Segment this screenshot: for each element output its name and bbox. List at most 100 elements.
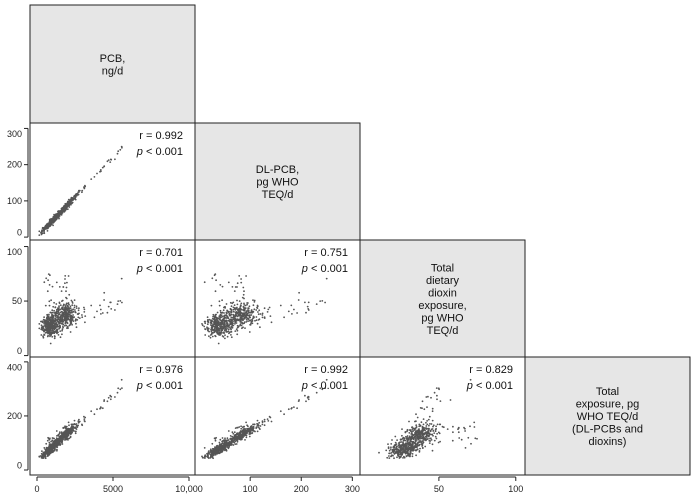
data-point [227,430,230,432]
data-point [52,316,55,319]
data-point [429,430,432,433]
correlation-p: p < 0.001 [301,263,348,275]
p-symbol: p [136,380,143,392]
data-point [44,448,47,451]
data-point [48,333,51,335]
data-point [84,321,86,324]
data-point [397,454,399,457]
data-point [75,318,77,321]
data-point [70,299,73,302]
data-point [46,315,49,317]
data-point [406,442,409,445]
data-point [216,311,219,314]
data-point [66,208,69,211]
data-point [418,432,420,434]
data-point [62,303,65,306]
data-point [293,406,295,408]
y-tick-label: 0 [17,346,22,356]
data-point [433,391,436,394]
data-point [49,274,51,277]
data-point [203,447,206,449]
data-point [256,430,259,433]
data-point [59,439,61,442]
data-point [392,446,395,449]
data-point [410,430,412,433]
data-point [58,305,60,308]
data-point [206,319,209,321]
data-point [315,391,318,394]
data-point [64,438,67,441]
data-point [42,229,45,232]
data-point [457,431,460,434]
data-point [206,326,208,329]
data-point [240,302,243,305]
correlation-p: p < 0.001 [136,263,183,275]
data-point [253,299,256,302]
data-point [270,321,273,324]
data-point [399,450,402,452]
data-point [223,320,226,323]
data-point [307,398,310,401]
data-point [64,314,66,317]
data-point [428,442,431,444]
data-point [421,446,424,449]
data-point [51,329,54,332]
data-point [429,437,431,440]
data-point [38,323,41,325]
data-point [58,322,60,325]
y-tick-label: 0 [17,228,22,238]
data-point [256,322,259,325]
data-point [61,316,64,319]
data-point [215,279,218,282]
data-point [57,212,60,214]
data-point [64,434,66,437]
data-point [52,445,55,447]
data-point [424,427,426,429]
data-point [307,301,310,304]
data-point [206,323,209,326]
data-point [211,320,214,322]
data-point [120,277,123,280]
variable-label: TEQ/d [427,325,459,337]
data-point [261,421,264,424]
data-point [62,311,64,314]
data-point [204,455,207,457]
data-point [59,313,61,316]
data-point [221,311,224,314]
data-point [397,448,400,451]
data-point [72,308,75,311]
data-point [249,323,252,326]
data-point [419,430,421,432]
data-point [43,325,45,328]
data-point [225,303,228,305]
data-point [238,300,241,302]
data-point [214,437,217,440]
data-point [62,323,65,326]
data-point [408,420,410,423]
data-point [225,326,227,328]
data-point [402,448,405,451]
data-point [248,331,251,333]
data-point [51,440,54,442]
data-point [64,322,67,324]
data-point [254,430,256,433]
data-point [49,443,52,446]
data-point [255,309,258,311]
data-point [252,304,255,307]
data-point [218,332,221,335]
data-point [117,150,120,153]
data-point [44,326,47,328]
data-point [416,448,419,451]
data-point [258,421,261,424]
data-point [211,442,214,445]
data-point [209,336,212,339]
data-point [241,327,243,330]
data-point [236,329,239,332]
data-point [283,316,285,319]
data-point [44,226,47,229]
data-point [270,420,273,423]
data-point [416,416,419,419]
data-point [235,328,238,331]
data-point [116,391,119,394]
data-point [47,273,50,275]
